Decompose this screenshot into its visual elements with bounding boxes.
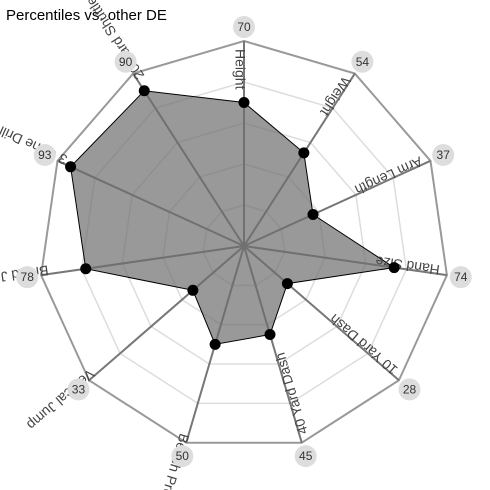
data-area [70, 90, 396, 345]
value-badge-vertical-jump: 33 [67, 378, 90, 401]
value-badge-3-cone-drill: 93 [33, 144, 56, 167]
value-badge-text: 37 [437, 148, 451, 162]
data-point-10-yard-dash [281, 278, 293, 290]
value-badge-40-yard-dash: 45 [294, 445, 317, 468]
value-badge-bench-press: 50 [171, 445, 194, 468]
value-badge-text: 45 [299, 449, 313, 463]
value-badge-weight: 54 [351, 50, 374, 73]
data-point-broad-jump [80, 263, 92, 275]
data-point-bench-press [209, 338, 221, 350]
value-badge-broad-jump: 78 [16, 266, 39, 289]
grid-ring-5 [40, 39, 448, 444]
value-badge-text: 33 [72, 382, 86, 396]
data-point-weight [298, 147, 310, 159]
value-badge-text: 90 [119, 55, 133, 69]
data-point-40-yard-dash [264, 329, 276, 341]
value-badge-10-yard-dash: 28 [398, 378, 421, 401]
value-badge-text: 70 [237, 20, 251, 34]
data-point-vertical-jump [187, 284, 199, 296]
axis-label-20-yard-shuttle: 20 Yard Shuttle [82, 0, 147, 83]
axis-label-3-cone-drill: 3 Cone Drill [0, 123, 70, 168]
axis-label-10-yard-dash: 10 Yard Dash [326, 311, 400, 378]
value-badge-text: 54 [356, 55, 370, 69]
chart-title: Percentiles vs. other DE [6, 7, 167, 24]
data-point-arm-length [307, 208, 319, 220]
axis-label-arm-length: Arm Length [353, 154, 425, 199]
axis-label-hand-size: Hand Size [374, 253, 440, 278]
value-badge-text: 74 [454, 270, 468, 284]
value-badge-text: 50 [176, 449, 190, 463]
value-badge-text: 28 [403, 382, 417, 396]
data-points [65, 85, 400, 350]
axis-label-weight: Weight [317, 74, 354, 119]
value-badges: 70 54 37 74 28 45 50 33 78 93 90 [16, 16, 472, 468]
axis-label-vertical-jump: Vertical Jump [24, 366, 98, 433]
value-badge-text: 93 [38, 148, 52, 162]
value-badge-height: 70 [233, 16, 255, 38]
value-badge-hand-size: 74 [449, 266, 472, 289]
data-point-3-cone-drill [65, 161, 77, 173]
data-point-height [238, 97, 250, 108]
value-badge-text: 78 [21, 270, 35, 284]
value-badge-arm-length: 37 [432, 144, 455, 167]
value-badge-20-yard-shuttle: 90 [114, 50, 137, 73]
data-point-20-yard-shuttle [138, 85, 150, 97]
data-point-hand-size [388, 262, 400, 274]
axis-label-height: Height [232, 49, 248, 90]
